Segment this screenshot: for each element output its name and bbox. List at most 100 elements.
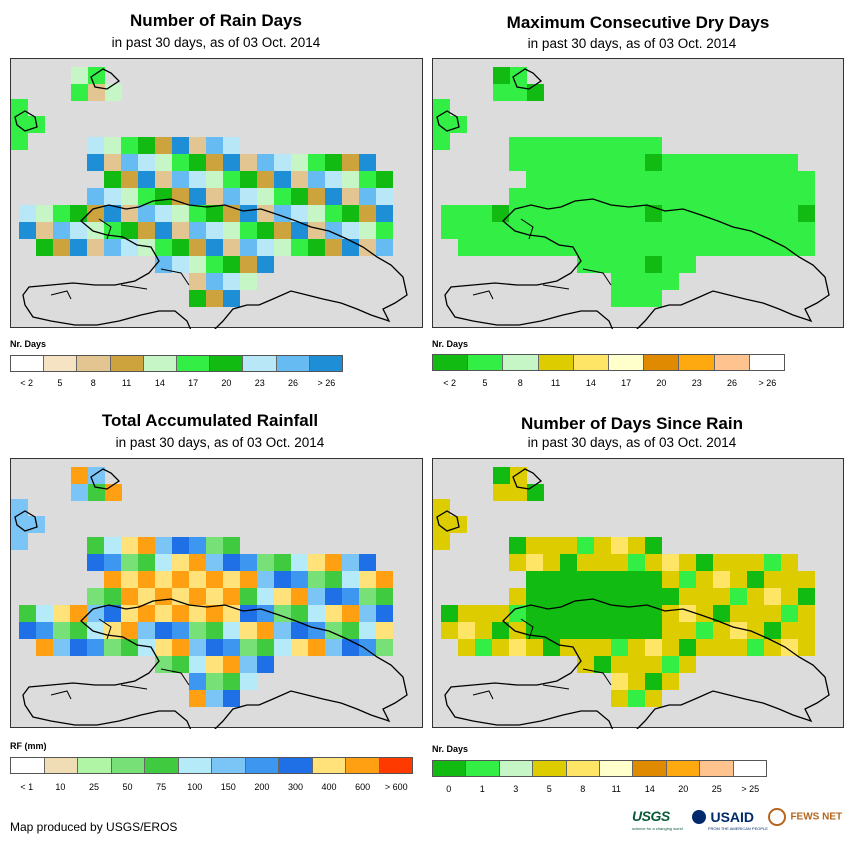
map-cell [475, 605, 492, 622]
map-cell [189, 290, 206, 307]
map-cell [325, 554, 342, 571]
map-cell [433, 133, 450, 150]
map-cell [172, 256, 189, 273]
map-cell [679, 554, 696, 571]
map-cell [36, 222, 53, 239]
map-cell [713, 154, 730, 171]
map-cell [325, 239, 342, 256]
map-cell [730, 222, 747, 239]
map-cell [104, 571, 121, 588]
map-cell [764, 571, 781, 588]
inland-lines [472, 618, 612, 700]
map-cell [594, 154, 611, 171]
map-cell [577, 154, 594, 171]
legend-swatch [468, 355, 504, 370]
map-cell [611, 690, 628, 707]
map-cell [274, 222, 291, 239]
legend-swatch [749, 355, 785, 370]
legend-label: 25 [711, 784, 722, 794]
legend-label: < 1 [20, 782, 34, 792]
map-cell [257, 171, 274, 188]
legend-label: 14 [154, 378, 165, 388]
legend-title: RF (mm) [10, 741, 47, 751]
map-cell [527, 484, 544, 501]
map-cell [509, 222, 526, 239]
legend-swatch [644, 355, 680, 370]
map-cell [560, 205, 577, 222]
map-cell [543, 554, 560, 571]
map-cell [19, 622, 36, 639]
map-cell [747, 239, 764, 256]
map-cell [781, 154, 798, 171]
map-cell [359, 188, 376, 205]
map-cell [223, 137, 240, 154]
map-cell [509, 605, 526, 622]
map-cell [594, 137, 611, 154]
map-cell [257, 222, 274, 239]
map-cell [223, 639, 240, 656]
map-graphic [11, 67, 408, 329]
map-cell [104, 171, 121, 188]
map-cell [679, 605, 696, 622]
map-cell [189, 690, 206, 707]
map-graphic [433, 67, 830, 329]
map-cell [730, 639, 747, 656]
map-cell [206, 205, 223, 222]
map-cell [87, 605, 104, 622]
map-cell [172, 639, 189, 656]
map-cell [11, 499, 28, 516]
map-cell [747, 639, 764, 656]
map-cell [342, 154, 359, 171]
map-cell [747, 188, 764, 205]
map-cell [342, 588, 359, 605]
map-cell [138, 537, 155, 554]
map-cell [121, 588, 138, 605]
map-cell [206, 222, 223, 239]
map-cell [70, 222, 87, 239]
map-cell [87, 137, 104, 154]
map-cell [747, 154, 764, 171]
map-cell [274, 622, 291, 639]
map-cell [104, 137, 121, 154]
map-cell [577, 188, 594, 205]
legend-swatch [609, 355, 645, 370]
map-cell [628, 656, 645, 673]
map-cell [189, 554, 206, 571]
map-cell [359, 205, 376, 222]
map-cell [577, 639, 594, 656]
map-cell [172, 605, 189, 622]
map-cell [543, 588, 560, 605]
map-cell [257, 205, 274, 222]
map-cell [594, 656, 611, 673]
map-cell [11, 533, 28, 550]
legend-label: 75 [156, 782, 167, 792]
map-cell [53, 605, 70, 622]
map-cell [628, 188, 645, 205]
map-cell [433, 99, 450, 116]
legend-label: 3 [513, 784, 519, 794]
map-cell [611, 290, 628, 307]
map-cell [172, 656, 189, 673]
map-cell [713, 239, 730, 256]
map-cell [87, 239, 104, 256]
map-cell [679, 222, 696, 239]
map-cell [189, 605, 206, 622]
map-cell [172, 137, 189, 154]
map-cell [611, 137, 628, 154]
map-cell [155, 554, 172, 571]
map-cell [121, 188, 138, 205]
map-cell [662, 222, 679, 239]
map-cell [781, 622, 798, 639]
map-cell [308, 171, 325, 188]
map-cell [240, 605, 257, 622]
map-cell [798, 605, 815, 622]
map-cell [155, 154, 172, 171]
legend-swatch [533, 761, 567, 776]
map-cell [696, 222, 713, 239]
legend-swatch [379, 758, 412, 773]
map-cell [53, 205, 70, 222]
legend-swatch [466, 761, 500, 776]
map-cell [274, 571, 291, 588]
map-cell [713, 188, 730, 205]
map-cell [257, 656, 274, 673]
